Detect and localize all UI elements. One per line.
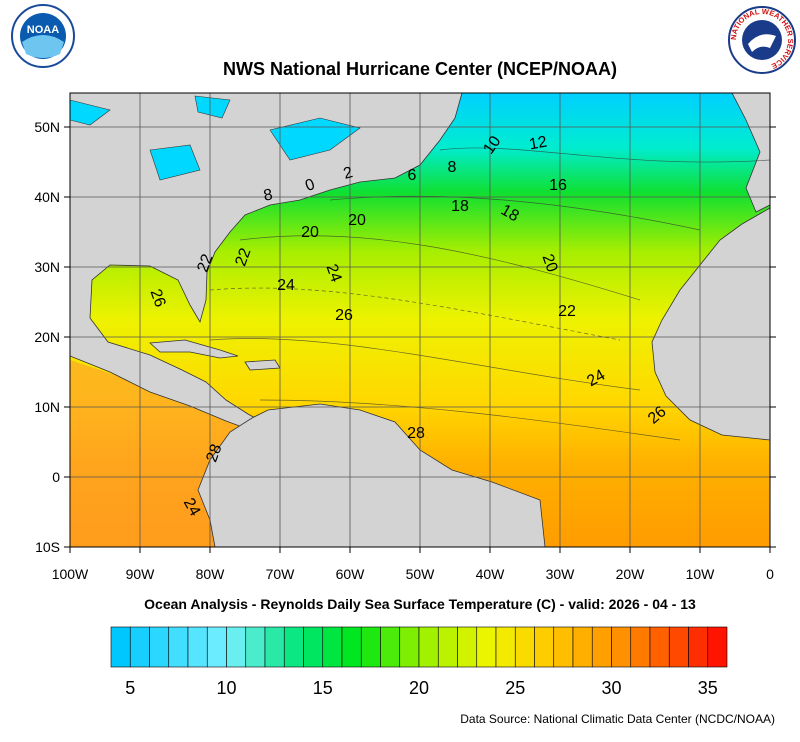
colorbar-box [206,626,227,668]
contour-label: 26 [335,307,353,324]
colorbar-box [245,626,266,668]
contour-label: 2 [342,164,355,183]
data-source: Data Source: National Climatic Data Cent… [460,712,775,726]
colorbar-box [129,626,150,668]
x-tick-label: 10W [686,566,716,582]
colorbar-label: 5 [125,678,135,698]
colorbar-box [688,626,709,668]
colorbar-box [707,626,728,668]
colorbar-label: 35 [698,678,718,698]
colorbar-label: 25 [505,678,525,698]
x-tick-label: 0 [766,566,774,582]
x-tick-label: 40W [476,566,506,582]
x-tick-label: 50W [406,566,436,582]
contour-label: 20 [301,224,319,241]
colorbar-box [534,626,555,668]
x-tick-label: 100W [52,566,89,582]
colorbar-box [591,626,612,668]
colorbar-box [553,626,574,668]
colorbar-label: 15 [313,678,333,698]
title: NWS National Hurricane Center (NCEP/NOAA… [223,59,617,79]
colorbar-box [380,626,401,668]
x-tick-label: 60W [336,566,366,582]
x-tick-label: 30W [546,566,576,582]
colorbar-box [149,626,170,668]
colorbar-label: 20 [409,678,429,698]
colorbar-box [649,626,670,668]
colorbar-box [168,626,189,668]
contour-label: 24 [180,495,204,519]
y-tick-label: 20N [34,329,60,345]
colorbar-box [514,626,535,668]
colorbar-box [303,626,324,668]
contour-label: 24 [277,277,295,294]
y-tick-label: 0 [52,469,60,485]
contour-label: 28 [203,442,225,465]
contour-label: 16 [549,177,567,194]
colorbar-box [187,626,208,668]
x-tick-label: 70W [266,566,296,582]
colorbar-box [322,626,343,668]
x-tick-label: 90W [126,566,156,582]
x-tick-label: 80W [196,566,226,582]
colorbar-box [283,626,304,668]
contour-label: 20 [538,252,560,275]
contour-label: 22 [232,246,254,269]
contour-label: 18 [451,198,469,215]
colorbar-box [668,626,689,668]
contour-label: 8 [262,186,274,204]
colorbar-box [399,626,420,668]
colorbar-box [226,626,247,668]
y-tick-label: 10S [35,539,60,555]
y-tick-label: 10N [34,399,60,415]
contour-label: 24 [322,262,344,285]
colorbar-box [437,626,458,668]
colorbar-box [110,626,131,668]
colorbar-box [341,626,362,668]
grid [70,93,770,547]
caption: Ocean Analysis - Reynolds Daily Sea Surf… [144,596,696,612]
contour-label: 24 [584,367,608,391]
contour-label: 26 [146,287,168,310]
noaa-text: NOAA [27,24,59,36]
noaa-logo: NOAA [11,4,75,68]
colorbar-box [264,626,285,668]
contour-label: 6 [408,167,417,184]
y-tick-label: 30N [34,259,60,275]
contour-label: 22 [194,252,216,275]
colorbar-box [418,626,439,668]
contour-label: 20 [348,212,366,229]
colorbar-box [495,626,516,668]
colorbar-box [457,626,478,668]
colorbar-box [572,626,593,668]
contour-label: 18 [498,202,522,226]
colorbar-box [476,626,497,668]
colorbar-box [630,626,651,668]
y-tick-label: 40N [34,189,60,205]
axes: 100W 90W 80W 70W 60W 50W 40W 30W 20W 10W 0 50N 40N 30… [34,119,776,582]
contour-label: 8 [448,159,457,176]
colorbar-label: 10 [216,678,236,698]
y-tick-label: 50N [34,119,60,135]
x-tick-label: 20W [616,566,646,582]
colorbar-box [360,626,381,668]
contour-label: 22 [558,303,576,320]
contour-label: 12 [528,134,549,154]
colorbar: 5 10 15 20 25 30 35 [110,626,728,698]
colorbar-label: 30 [601,678,621,698]
nws-logo: NATIONAL WEATHER SERVICE [728,6,796,74]
contour-label: 28 [407,425,425,442]
colorbar-box [611,626,632,668]
